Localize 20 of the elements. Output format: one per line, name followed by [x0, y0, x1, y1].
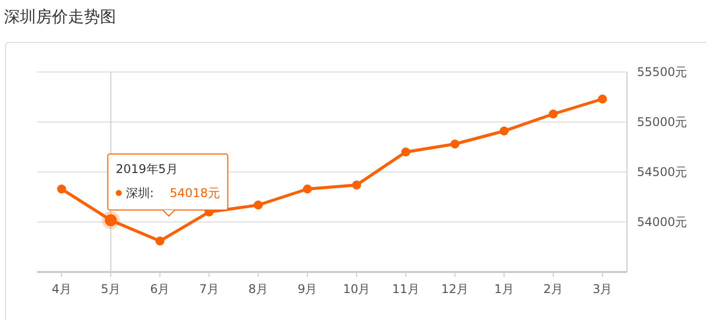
y-tick-label: 55500元	[637, 65, 688, 80]
x-tick-label: 11月	[392, 282, 420, 296]
x-tick-label: 9月	[298, 282, 318, 296]
x-tick-label: 1月	[494, 282, 514, 296]
x-tick-label: 10月	[342, 282, 370, 296]
x-tick-label: 7月	[199, 282, 219, 296]
annotation: 深圳:	[126, 186, 154, 200]
x-tick-label: 4月	[52, 282, 72, 296]
x-tick-label: 8月	[248, 282, 268, 296]
x-tick-label: 3月	[592, 282, 612, 296]
x-tick-label: 6月	[150, 282, 170, 296]
y-tick-label: 54500元	[637, 165, 688, 180]
x-tick-label: 5月	[100, 282, 121, 296]
annotation: 2019年5月	[116, 162, 178, 176]
x-tick-label: 2月	[543, 282, 564, 296]
chart-title: 深圳房价走势图	[4, 7, 116, 26]
y-tick-label: 55000元	[637, 115, 688, 130]
x-tick-label: 12月	[441, 282, 469, 296]
y-tick-label: 54000元	[637, 215, 688, 230]
annotation: 54018元	[170, 186, 220, 200]
